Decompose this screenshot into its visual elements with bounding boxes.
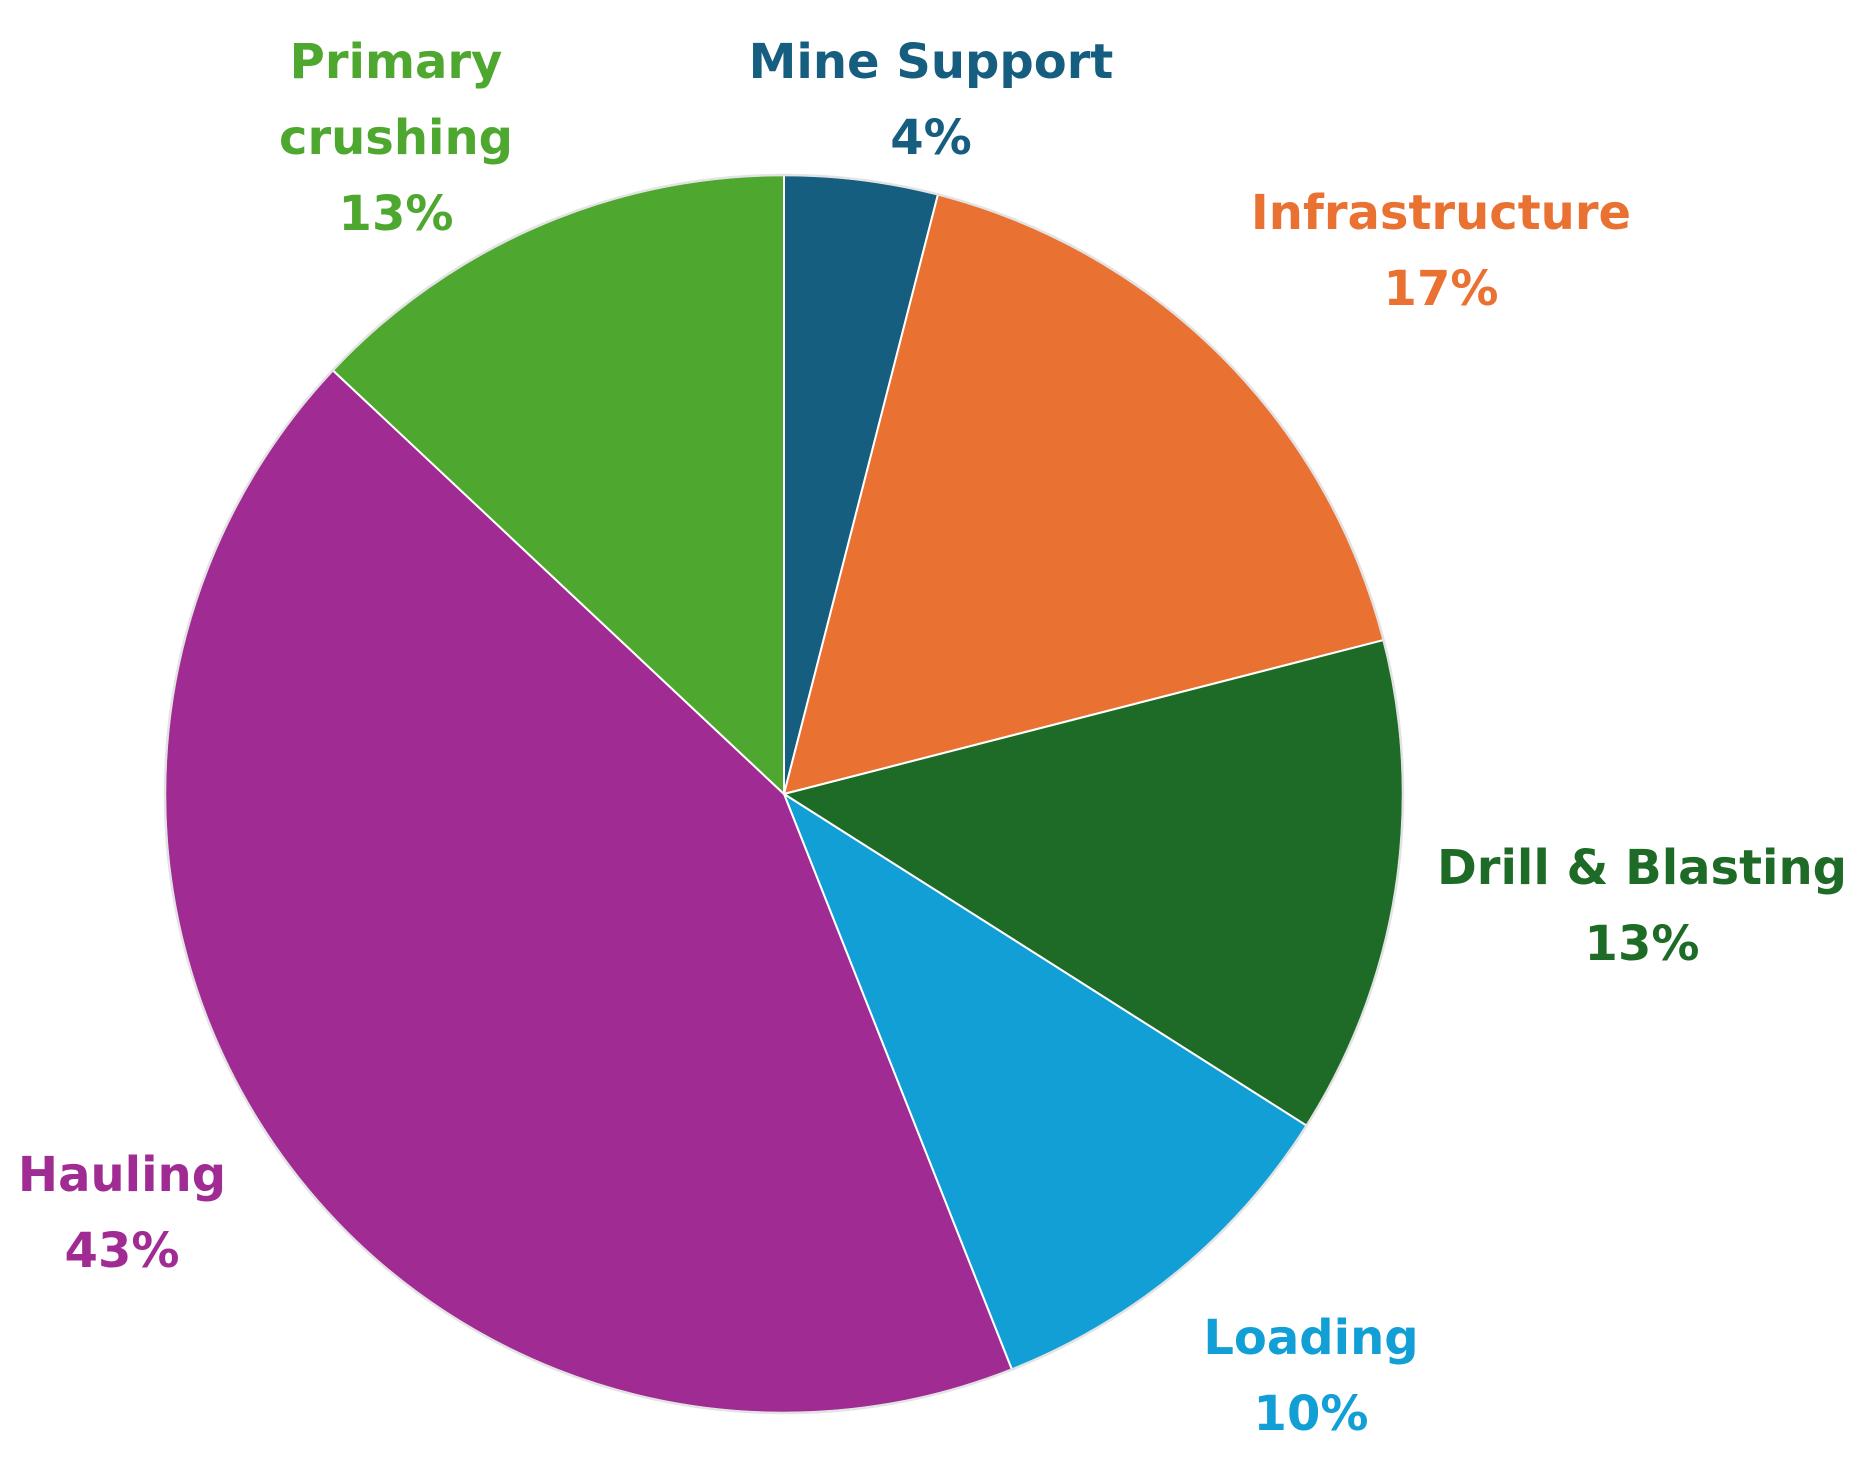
data-label-value: 13%: [339, 186, 454, 242]
pie-rim: [163, 173, 1405, 1415]
data-label-name: Infrastructure: [1251, 185, 1631, 241]
data-label-value: 10%: [1254, 1386, 1369, 1442]
data-label-value: 43%: [65, 1223, 180, 1279]
data-labels: Mine Support 4% Infrastructure 17% Drill & B…: [18, 34, 1847, 1442]
data-label-primary-crushing: Primary crushing 13%: [279, 34, 513, 242]
data-label-name: Loading: [1203, 1310, 1418, 1366]
data-label-name: Primary: [290, 34, 503, 90]
data-label-name: Hauling: [18, 1147, 226, 1203]
data-label-hauling: Hauling 43%: [18, 1147, 226, 1279]
data-label-drill-and-blasting: Drill & Blasting 13%: [1437, 840, 1847, 972]
pie-slices: [164, 174, 1404, 1414]
data-label-value: 17%: [1384, 261, 1499, 317]
data-label-name: Mine Support: [749, 34, 1114, 90]
data-label-infrastructure: Infrastructure 17%: [1251, 185, 1631, 317]
data-label-name: crushing: [279, 110, 513, 166]
data-label-mine-support: Mine Support 4%: [749, 34, 1114, 166]
data-label-name: Drill & Blasting: [1437, 840, 1847, 896]
data-label-value: 13%: [1585, 916, 1700, 972]
data-label-value: 4%: [890, 110, 972, 166]
data-label-loading: Loading 10%: [1203, 1310, 1418, 1442]
